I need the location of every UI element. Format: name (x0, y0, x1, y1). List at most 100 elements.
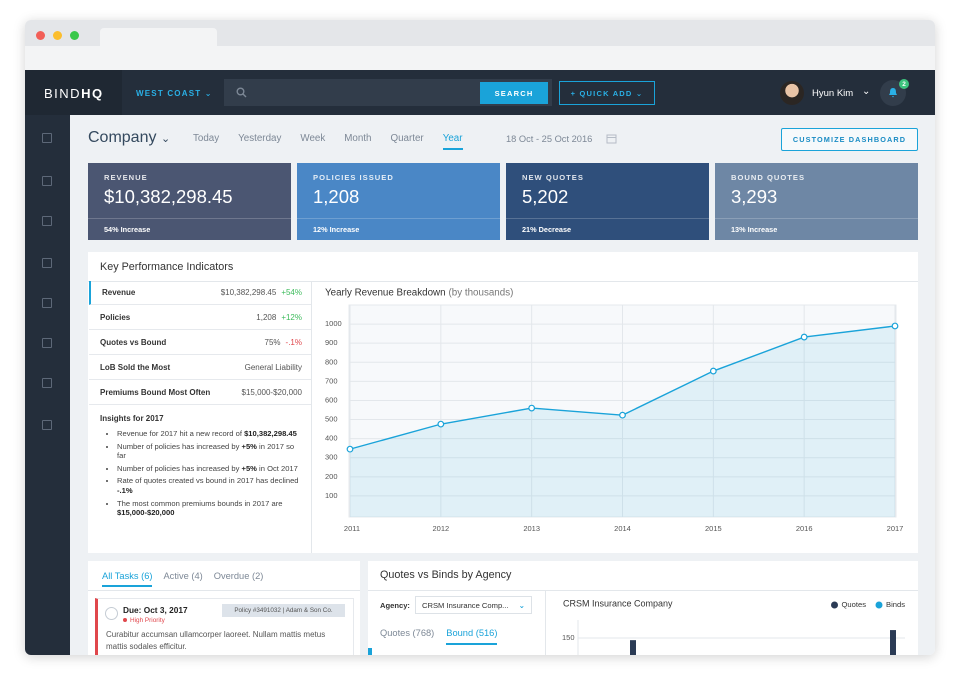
task-priority: High Priority (130, 617, 165, 624)
insight-text: -.1% (117, 485, 133, 495)
minimize-dot[interactable] (53, 31, 62, 40)
task-body: Curabitur accumsan ullamcorper laoreet. … (106, 630, 326, 651)
sidebar-icon[interactable] (42, 133, 52, 143)
kpi-label: Revenue (102, 288, 136, 297)
brand-area (25, 70, 122, 115)
agency-label: Agency: (380, 601, 410, 610)
insight-text: Rate of quotes created vs bound in 2017 … (117, 476, 299, 486)
y-tick-label: 400 (325, 434, 338, 443)
stat-card: NEW QUOTES 5,202 21% Decrease (506, 163, 709, 240)
kpi-change: -.1% (285, 338, 302, 347)
agency-select[interactable]: CRSM Insurance Comp... ⌄ (415, 596, 532, 614)
stat-footer: 21% Decrease (522, 225, 572, 234)
stat-label: REVENUE (104, 173, 148, 182)
stat-footer: 13% Increase (731, 225, 778, 234)
customize-dashboard-button[interactable]: CUSTOMIZE DASHBOARD (781, 128, 918, 151)
user-menu-caret[interactable]: ⌄ (862, 86, 871, 97)
task-check[interactable] (105, 607, 118, 620)
sidebar-icon[interactable] (42, 258, 52, 268)
date-range[interactable]: 18 Oct - 25 Oct 2016 (506, 134, 593, 144)
sidebar-icon[interactable] (42, 176, 52, 186)
search-icon (236, 87, 247, 98)
task-tab[interactable]: All Tasks (6) (102, 571, 153, 587)
kpi-row[interactable]: LoB Sold the Most General Liability (89, 356, 311, 380)
period-tab[interactable]: Quarter (390, 133, 424, 144)
agency-tabs: Quotes (768) Bound (516) (380, 628, 498, 645)
kpi-value: $15,000-$20,000 (241, 388, 303, 397)
kpi-column-divider (311, 281, 312, 553)
task-tab[interactable]: Active (4) (163, 571, 203, 581)
period-tab[interactable]: Yesterday (238, 133, 282, 144)
point (891, 322, 899, 330)
sidebar-icon[interactable] (42, 216, 52, 226)
close-dot[interactable] (36, 31, 45, 40)
chart-title: Yearly Revenue Breakdown (325, 288, 446, 299)
stat-value: 1,208 (313, 186, 360, 207)
point (346, 445, 354, 453)
task-priority-row: High Priority (123, 617, 165, 624)
user-name[interactable]: Hyun Kim (812, 88, 854, 99)
maximize-dot[interactable] (70, 31, 79, 40)
y-tick-label: 800 (325, 357, 338, 366)
agency-column-divider (545, 590, 546, 655)
period-tab[interactable]: Year (442, 133, 463, 150)
kpi-title: Key Performance Indicators (100, 261, 234, 273)
x-tick-label: 2012 (432, 524, 449, 533)
brand-bold: HQ (81, 86, 104, 101)
brand-logo[interactable]: BINDHQ (44, 86, 104, 101)
calendar-icon[interactable] (606, 133, 617, 144)
insight-item: Revenue for 2017 hit a new record of $10… (117, 429, 305, 439)
kpi-row[interactable]: Policies 1,208 +12% (89, 306, 311, 330)
sidebar-icon[interactable] (42, 338, 52, 348)
sidebar (25, 115, 70, 655)
region-name: WEST COAST (136, 89, 202, 98)
scope-selector[interactable]: Company ⌄ (88, 129, 171, 146)
region-selector[interactable]: WEST COAST ⌄ (136, 89, 213, 98)
y-tick-label: 500 (325, 415, 338, 424)
kpi-row[interactable]: Premiums Bound Most Often $15,000-$20,000 (89, 381, 311, 405)
sidebar-icon[interactable] (42, 298, 52, 308)
quick-add-label: + QUICK ADD (570, 88, 633, 98)
brand-light: BIND (44, 86, 82, 101)
point (619, 411, 626, 419)
sidebar-icon[interactable] (42, 378, 52, 388)
x-tick-label: 2015 (705, 524, 722, 533)
insight-text: The most common premiums bounds in 2017 … (117, 498, 283, 508)
y-tick-label: 700 (325, 376, 338, 385)
agency-tab[interactable]: Bound (516) (446, 628, 498, 645)
address-bar (25, 46, 935, 70)
insight-item: The most common premiums bounds in 2017 … (117, 499, 305, 518)
stat-footer: 12% Increase (313, 225, 360, 234)
insight-text: Number of policies has increased by (117, 463, 242, 473)
insight-text: Revenue for 2017 hit a new record of (117, 429, 245, 438)
kpi-value: $10,382,298.45 (220, 288, 277, 297)
stat-card: POLICIES ISSUED 1,208 12% Increase (297, 163, 500, 240)
notification-badge: 2 (899, 79, 909, 89)
user-avatar[interactable] (780, 81, 804, 105)
agency-tab[interactable]: Quotes (768) (380, 628, 435, 638)
period-tab[interactable]: Month (344, 133, 372, 144)
bar (630, 640, 636, 655)
x-tick-label: 2014 (614, 524, 631, 533)
browser-tab[interactable] (100, 28, 217, 50)
agency-divider (368, 590, 918, 591)
insight-text: in 2017 so far (117, 441, 295, 461)
period-tab[interactable]: Today (193, 133, 220, 144)
sidebar-icon[interactable] (42, 420, 52, 430)
stat-footer: 54% Increase (104, 225, 151, 234)
kpi-row[interactable]: Revenue $10,382,298.45 +54% (89, 281, 311, 305)
stat-card: REVENUE $10,382,298.45 54% Increase (88, 163, 291, 240)
chart-subtitle: (by thousands) (449, 288, 514, 299)
period-tab[interactable]: Week (300, 133, 326, 144)
insight-item: Number of policies has increased by +5% … (117, 464, 305, 474)
y-tick-label: 900 (325, 338, 338, 347)
search-button[interactable]: SEARCH (480, 82, 548, 104)
kpi-row[interactable]: Quotes vs Bound 75% -.1% (89, 331, 311, 355)
stat-value: 5,202 (522, 186, 569, 207)
quick-add-button[interactable]: + QUICK ADD ⌄ (559, 81, 655, 105)
task-due: Due: Oct 3, 2017 (123, 605, 188, 615)
insight-text: $10,382,298.45 (244, 429, 297, 438)
task-card[interactable]: Due: Oct 3, 2017 High Priority Policy #349… (95, 598, 354, 655)
task-tab[interactable]: Overdue (2) (213, 571, 264, 581)
